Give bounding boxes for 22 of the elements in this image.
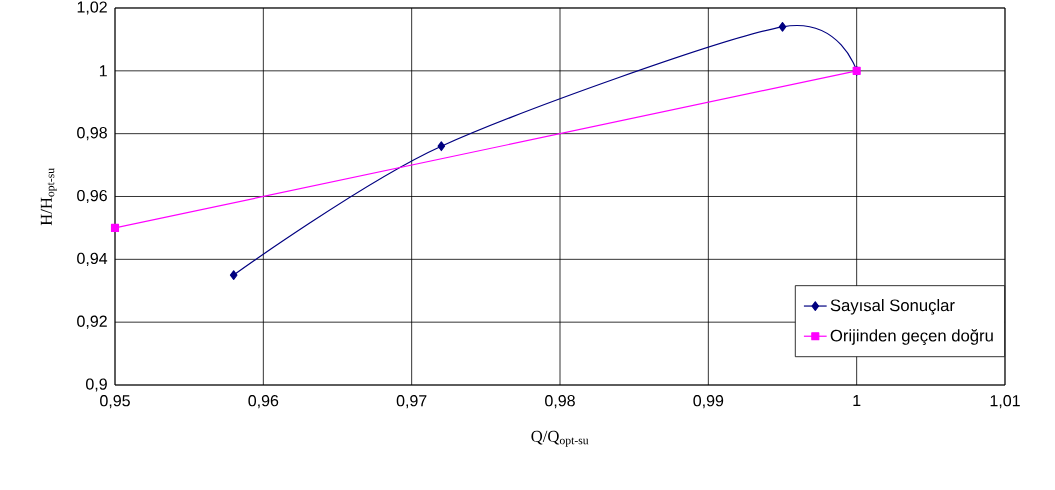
- point: [110, 223, 120, 232]
- legend-label: Orijinden geçen doğru: [830, 329, 993, 345]
- x-tick-label: 0,98: [545, 395, 575, 409]
- x-tick-label: 0,99: [693, 395, 724, 409]
- y-tick-label: 1,02: [77, 1, 107, 15]
- x-axis-title: Q/Q$_{opt-su}$: [531, 430, 589, 447]
- y-tick-label: 0,94: [77, 252, 108, 266]
- y-tick-label: 0,98: [77, 127, 107, 141]
- y-axis-title: H/H$_{opt-su}$: [40, 168, 57, 226]
- point: [229, 270, 238, 280]
- legend-label: Sayısal Sonuçlar: [830, 298, 955, 315]
- x-tick-label: 1: [853, 395, 861, 407]
- y-tick-label: 0,92: [77, 315, 107, 329]
- y-tick-label: 1: [99, 65, 107, 77]
- x-tick-label: 0,97: [396, 395, 427, 409]
- point: [778, 21, 787, 32]
- x-tick-label: 1,01: [990, 395, 1020, 409]
- x-tick-label: 0,96: [248, 395, 279, 409]
- y-tick-label: 0,96: [77, 189, 107, 204]
- x-tick-label: 0,95: [100, 395, 130, 409]
- y-tick-label: 0,9: [86, 378, 107, 392]
- point: [437, 141, 446, 152]
